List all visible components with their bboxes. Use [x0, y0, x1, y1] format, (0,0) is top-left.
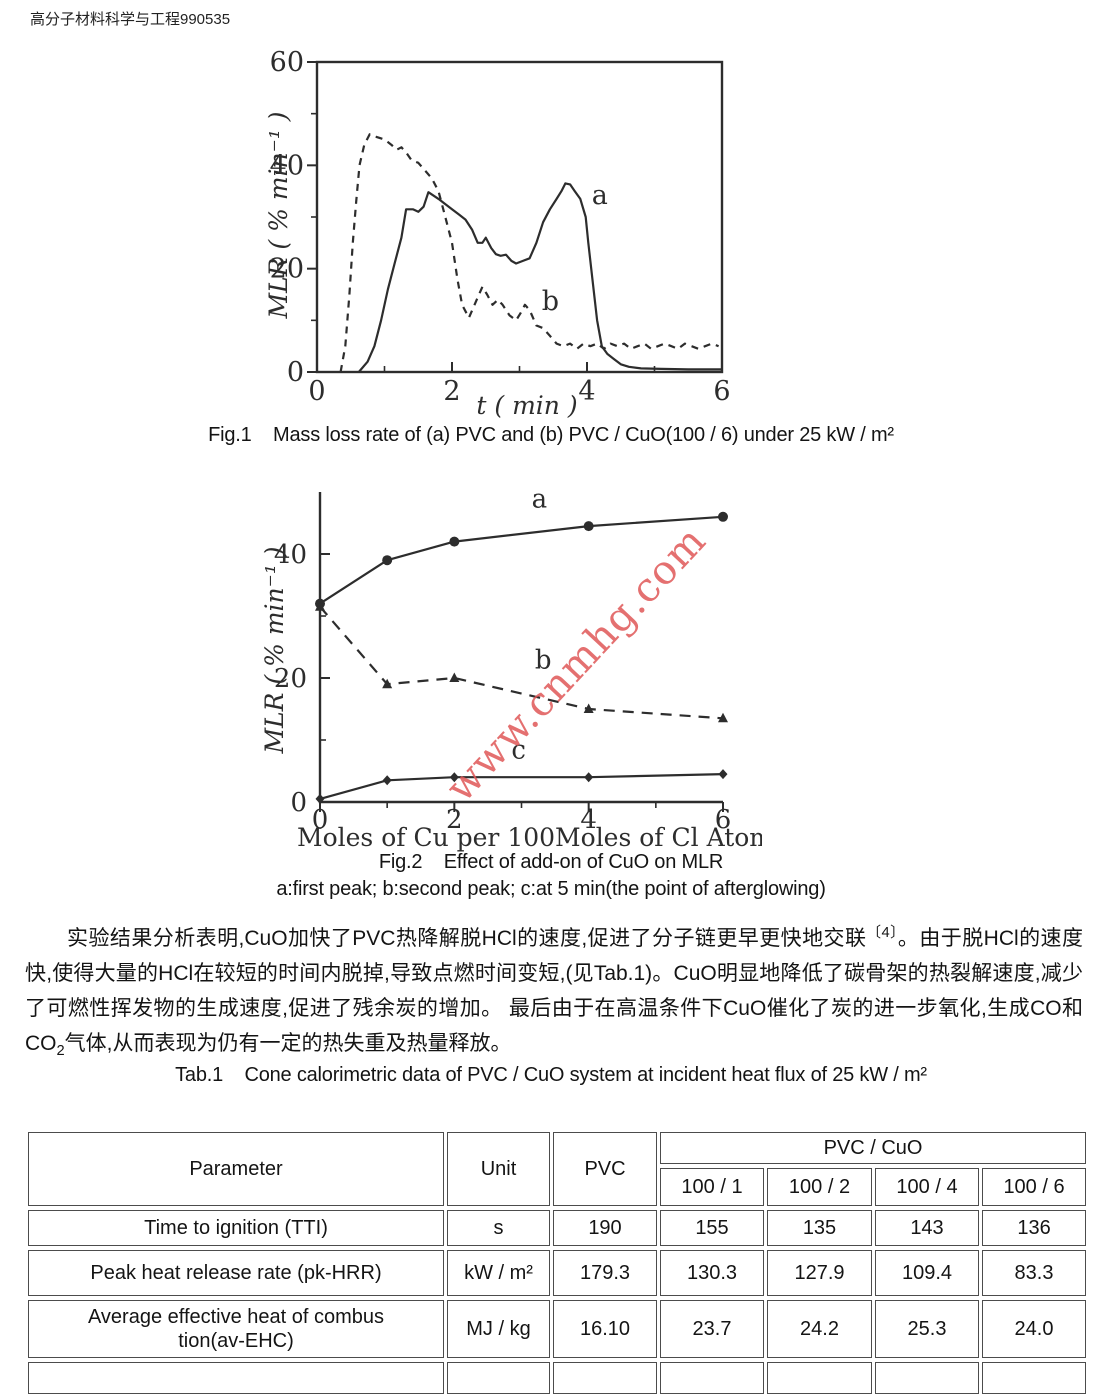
y-tick-label: 0: [287, 357, 304, 388]
paragraph-segment: 气体,从而表现为仍有一定的热失重及热量释放。: [64, 1032, 512, 1055]
x-tick-label: 0: [308, 376, 325, 407]
cell-value: 143: [875, 1210, 979, 1246]
cell-value: 136: [982, 1210, 1087, 1246]
cell-value: 190: [553, 1210, 657, 1246]
table-row: Time to ignition (TTI) s 190 155 135 143…: [28, 1210, 1087, 1246]
fig2-subcaption: a:first peak; b:second peak; c:at 5 min(…: [276, 878, 826, 900]
data-point-triangle: [449, 672, 460, 682]
paragraph-segment: 2: [56, 1043, 65, 1060]
page: { "page": { "header": "高分子材料科学与工程990535"…: [25, 11, 1087, 1394]
data-point-circle: [583, 521, 594, 532]
series-b-label: b: [535, 646, 552, 676]
cell-unit: kW / m²: [447, 1250, 550, 1296]
data-point-triangle: [583, 703, 594, 713]
series-a-label: a: [592, 180, 608, 211]
cell-value: 179.3: [553, 1250, 657, 1296]
journal-header: 高分子材料科学与工程990535: [30, 11, 231, 28]
series-b-label: b: [542, 286, 559, 317]
paragraph-segment: 实验结果分析表明,CuO加快了PVC热降解脱HCl的速度,促进了分子链更早更快地…: [67, 927, 867, 950]
col-header-ratio-100-6: 100 / 6: [982, 1168, 1087, 1206]
col-header-unit: Unit: [447, 1132, 550, 1206]
cell-parameter: Peak heat release rate (pk-HRR): [28, 1250, 444, 1296]
series-b-line: [339, 133, 719, 373]
cell-parameter: Average effective heat of combus tion(av…: [28, 1300, 444, 1358]
data-point-diamond: [449, 772, 459, 783]
data-point-diamond: [584, 772, 594, 783]
body-paragraph: 实验结果分析表明,CuO加快了PVC热降解脱HCl的速度,促进了分子链更早更快地…: [25, 916, 1083, 1069]
table-header-row: Parameter Unit PVC PVC / CuO: [28, 1132, 1087, 1206]
table-row-partial: [28, 1362, 1087, 1394]
series-b-line: [319, 605, 724, 720]
x-tick-label: 6: [713, 376, 730, 407]
col-header-pvc: PVC: [553, 1132, 657, 1206]
cell-unit: MJ / kg: [447, 1300, 550, 1358]
data-point-diamond: [718, 769, 728, 780]
data-point-triangle: [382, 678, 393, 689]
col-header-ratio-100-2: 100 / 2: [767, 1168, 872, 1206]
series-c-line: [319, 773, 724, 800]
table-row: Peak heat release rate (pk-HRR) kW / m² …: [28, 1250, 1087, 1296]
paragraph-segment: 。由于脱HCl的速度快,使得大量的HCl在较短的时间内脱掉,导致点燃时间变短,(…: [25, 927, 1083, 1055]
data-point-diamond: [382, 775, 392, 786]
cell-value: 130.3: [660, 1250, 764, 1296]
cell-value: 155: [660, 1210, 764, 1246]
cell-value: 109.4: [875, 1250, 979, 1296]
data-point-circle: [449, 536, 460, 547]
tab1-table: Parameter Unit PVC PVC / CuO 100 / 1 100…: [25, 1128, 1089, 1398]
x-tick-label: 2: [443, 376, 460, 407]
fig1-chart: 0 2 4 6 0 20 40 60 a b t ( min ) MLR ( % min⁻¹ ): [255, 47, 745, 430]
y-axis-label: MLR ( % min⁻¹ ): [260, 546, 289, 754]
x-tick-label: 6: [715, 805, 732, 835]
cell-parameter: Time to ignition (TTI): [28, 1210, 444, 1246]
x-tick-label: 0: [312, 805, 329, 835]
x-axis-label: t ( min ): [476, 391, 577, 420]
table-subheader-row: 100 / 1 100 / 2 100 / 4 100 / 6: [28, 1168, 1087, 1206]
cell-value: 135: [767, 1210, 872, 1246]
fig2-svg: 0 2 4 6 0 20 40 a b c Moles of Cu per 100Moles of …: [260, 485, 773, 853]
series-c-label: c: [511, 736, 526, 766]
x-tick-label: 2: [446, 805, 463, 835]
y-tick-label: 0: [290, 788, 307, 818]
series-a-line: [357, 182, 722, 373]
series-a-label: a: [532, 485, 548, 515]
y-tick-label: 20: [270, 254, 304, 285]
y-tick-label: 40: [270, 150, 304, 181]
x-tick-label: 4: [578, 376, 595, 407]
fig2-chart: 0 2 4 6 0 20 40 a b c Moles of Cu per 100Moles of …: [250, 478, 773, 870]
data-point-triangle: [718, 712, 728, 723]
cell-value: 24.2: [767, 1300, 872, 1358]
data-point-circle: [382, 555, 393, 566]
cell-value: 127.9: [767, 1250, 872, 1296]
x-axis-label: Moles of Cu per 100Moles of Cl Atom: [297, 823, 762, 852]
x-tick-label: 4: [580, 805, 597, 835]
y-tick-label: 20: [274, 664, 307, 694]
col-header-ratio-100-4: 100 / 4: [875, 1168, 979, 1206]
plot-frame: [315, 60, 724, 374]
cell-value: 24.0: [982, 1300, 1087, 1358]
paragraph-segment: 〔4〕: [866, 925, 898, 941]
table-row: Average effective heat of combus tion(av…: [28, 1300, 1087, 1358]
fig2-caption: Fig.2 Effect of add-on of CuO on MLR: [378, 851, 724, 873]
cell-value: 16.10: [553, 1300, 657, 1358]
cell-value: 25.3: [875, 1300, 979, 1358]
y-axis-label: MLR ( % min⁻¹ ): [264, 111, 293, 319]
data-point-diamond: [315, 793, 325, 804]
cell-unit: s: [447, 1210, 550, 1246]
col-header-pvc-cuo: PVC / CuO: [660, 1132, 1087, 1164]
series-a-line: [319, 515, 724, 605]
table-caption: Tab.1 Cone calorimetric data of PVC / Cu…: [175, 1064, 927, 1086]
cell-value: 83.3: [982, 1250, 1087, 1296]
data-point-circle: [718, 511, 728, 522]
col-header-ratio-100-1: 100 / 1: [660, 1168, 764, 1206]
fig1-caption: Fig.1 Mass loss rate of (a) PVC and (b) …: [208, 424, 894, 446]
y-tick-label: 60: [270, 48, 304, 78]
data-point-triangle: [315, 601, 325, 611]
y-tick-label: 40: [274, 540, 307, 570]
col-header-parameter: Parameter: [28, 1132, 444, 1206]
cell-value: 23.7: [660, 1300, 764, 1358]
